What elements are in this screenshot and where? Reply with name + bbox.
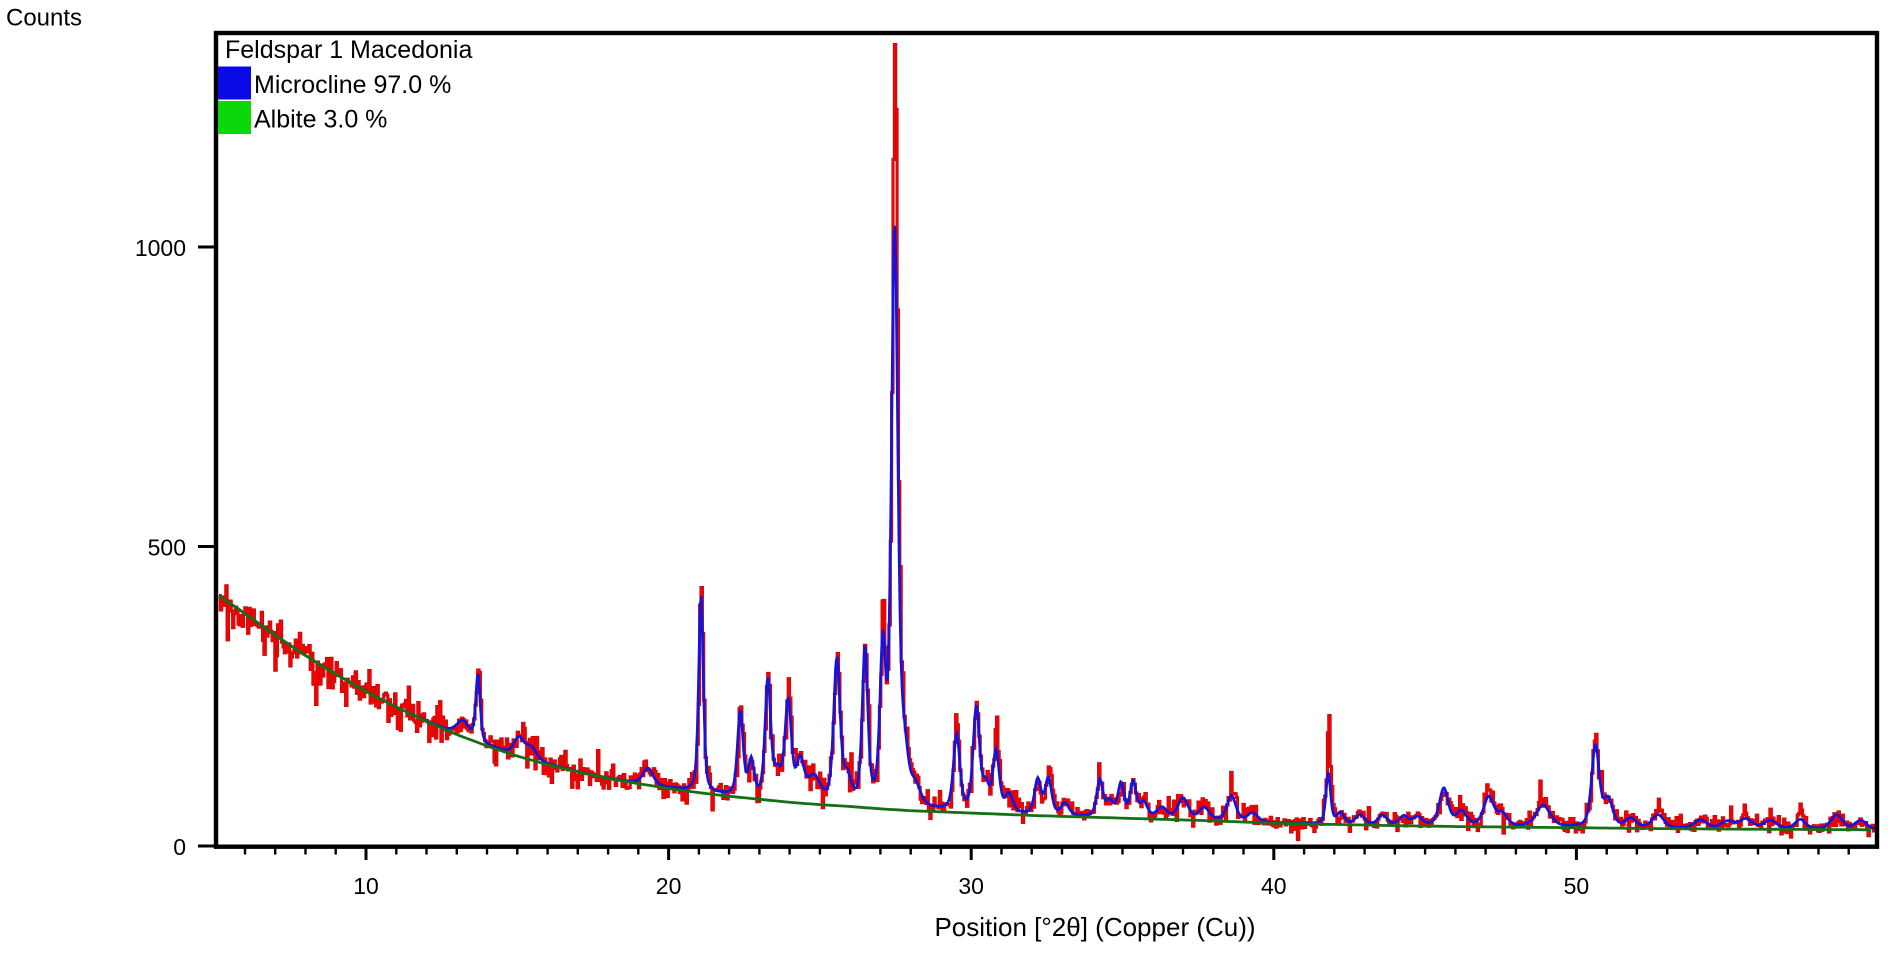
svg-text:1000: 1000 [135,235,186,261]
svg-text:10: 10 [353,873,379,899]
svg-text:Microcline 97.0 %: Microcline 97.0 % [254,71,451,99]
svg-text:Feldspar 1 Macedonia: Feldspar 1 Macedonia [225,36,472,64]
svg-text:Counts: Counts [6,5,82,32]
svg-text:40: 40 [1261,873,1287,899]
svg-text:30: 30 [958,873,984,899]
svg-text:Position [°2θ] (Copper (Cu)): Position [°2θ] (Copper (Cu)) [934,912,1255,942]
svg-text:50: 50 [1564,873,1590,899]
svg-text:0: 0 [173,834,186,860]
svg-text:20: 20 [656,873,682,899]
svg-text:500: 500 [148,535,186,561]
svg-text:Albite 3.0 %: Albite 3.0 % [254,106,387,134]
